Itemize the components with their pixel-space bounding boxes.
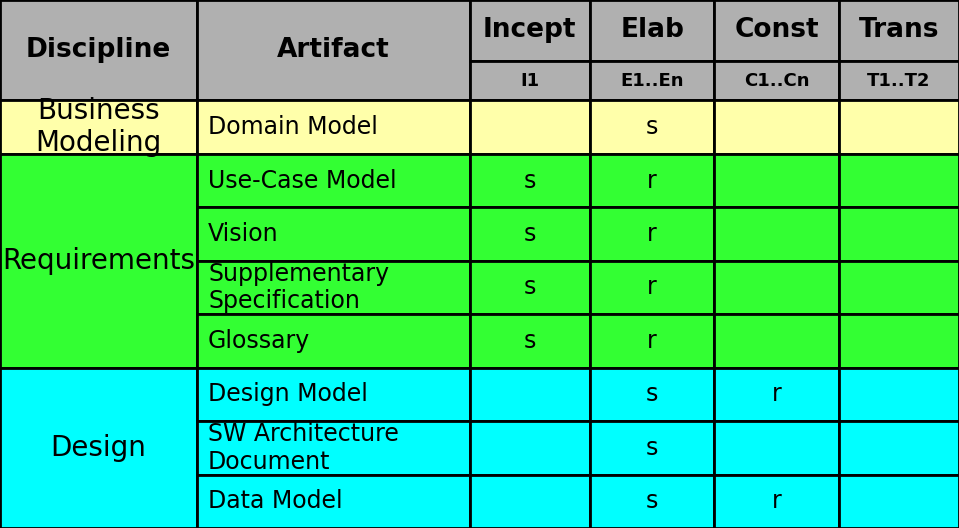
Text: Incept: Incept [483, 17, 576, 43]
Bar [714, 100, 839, 154]
Text: s: s [524, 276, 536, 299]
Bar [590, 314, 714, 367]
Text: Const: Const [735, 17, 819, 43]
Bar [590, 207, 714, 261]
Text: s: s [646, 489, 658, 513]
Text: s: s [646, 382, 658, 407]
Text: Design Model: Design Model [208, 382, 368, 407]
Bar [839, 61, 959, 100]
Text: Domain Model: Domain Model [208, 115, 378, 139]
Text: SW Architecture
Document: SW Architecture Document [208, 422, 399, 474]
Text: Data Model: Data Model [208, 489, 342, 513]
Bar [470, 0, 590, 61]
Text: Supplementary
Specification: Supplementary Specification [208, 261, 389, 313]
Text: Discipline: Discipline [26, 37, 171, 63]
Bar [714, 0, 839, 61]
Text: s: s [524, 168, 536, 193]
Bar [470, 154, 590, 207]
Text: Use-Case Model: Use-Case Model [208, 168, 397, 193]
Text: s: s [524, 329, 536, 353]
Bar [0, 100, 197, 154]
Bar [0, 0, 197, 100]
Bar [197, 314, 470, 367]
Bar [714, 154, 839, 207]
Bar [197, 100, 470, 154]
Text: r: r [647, 168, 657, 193]
Text: r: r [647, 222, 657, 246]
Bar [470, 367, 590, 421]
Bar [839, 0, 959, 61]
Text: Requirements: Requirements [2, 247, 195, 275]
Text: Vision: Vision [208, 222, 279, 246]
Bar [839, 207, 959, 261]
Bar [470, 314, 590, 367]
Text: s: s [646, 115, 658, 139]
Bar [590, 475, 714, 528]
Bar [197, 207, 470, 261]
Bar [714, 207, 839, 261]
Bar [470, 61, 590, 100]
Bar [590, 0, 714, 61]
Bar [590, 154, 714, 207]
Bar [714, 261, 839, 314]
Bar [714, 61, 839, 100]
Bar [590, 61, 714, 100]
Bar [839, 475, 959, 528]
Text: r: r [647, 329, 657, 353]
Bar [590, 261, 714, 314]
Bar [197, 0, 470, 100]
Text: r: r [647, 276, 657, 299]
Text: C1..Cn: C1..Cn [744, 71, 809, 90]
Text: s: s [646, 436, 658, 460]
Text: Business
Modeling: Business Modeling [35, 97, 161, 157]
Bar [714, 367, 839, 421]
Text: T1..T2: T1..T2 [867, 71, 931, 90]
Bar [714, 421, 839, 475]
Text: Trans: Trans [859, 17, 939, 43]
Bar [839, 100, 959, 154]
Bar [470, 207, 590, 261]
Bar [590, 421, 714, 475]
Bar [839, 421, 959, 475]
Bar [590, 367, 714, 421]
Bar [470, 421, 590, 475]
Bar [839, 261, 959, 314]
Text: s: s [524, 222, 536, 246]
Text: I1: I1 [521, 71, 539, 90]
Bar [590, 100, 714, 154]
Bar [197, 421, 470, 475]
Bar [839, 367, 959, 421]
Bar [470, 100, 590, 154]
Text: Glossary: Glossary [208, 329, 311, 353]
Bar [839, 314, 959, 367]
Text: r: r [772, 489, 782, 513]
Bar [714, 475, 839, 528]
Bar [0, 367, 197, 528]
Text: Artifact: Artifact [277, 37, 389, 63]
Bar [470, 475, 590, 528]
Bar [839, 154, 959, 207]
Bar [197, 367, 470, 421]
Text: E1..En: E1..En [620, 71, 684, 90]
Bar [470, 261, 590, 314]
Text: r: r [772, 382, 782, 407]
Bar [0, 154, 197, 367]
Bar [714, 314, 839, 367]
Text: Elab: Elab [620, 17, 684, 43]
Bar [197, 154, 470, 207]
Bar [197, 475, 470, 528]
Text: Design: Design [51, 434, 146, 462]
Bar [197, 261, 470, 314]
